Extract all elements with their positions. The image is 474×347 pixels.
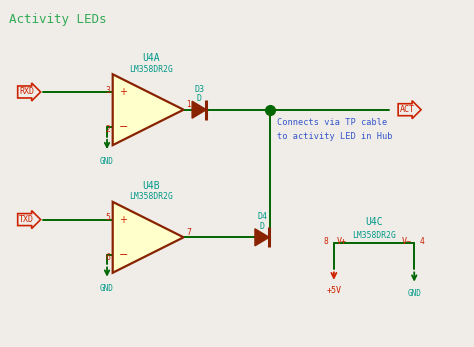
Text: GND: GND bbox=[100, 157, 114, 166]
Text: GND: GND bbox=[407, 289, 421, 298]
Text: 1: 1 bbox=[186, 101, 191, 109]
Text: RXD: RXD bbox=[19, 87, 34, 96]
Text: 5: 5 bbox=[106, 213, 110, 222]
Text: U4B: U4B bbox=[142, 181, 160, 191]
Polygon shape bbox=[113, 74, 183, 145]
Text: +: + bbox=[119, 87, 127, 97]
Text: V−: V− bbox=[401, 237, 411, 246]
Text: LM358DR2G: LM358DR2G bbox=[129, 193, 173, 202]
Text: −: − bbox=[118, 122, 128, 133]
Text: 4: 4 bbox=[420, 237, 425, 246]
Text: +: + bbox=[119, 214, 127, 225]
Text: LM358DR2G: LM358DR2G bbox=[352, 231, 396, 240]
Text: D: D bbox=[260, 222, 264, 231]
Polygon shape bbox=[255, 229, 269, 246]
Text: 8: 8 bbox=[323, 237, 328, 246]
Polygon shape bbox=[113, 202, 183, 273]
Text: V+: V+ bbox=[337, 237, 346, 246]
Text: U4C: U4C bbox=[365, 218, 383, 228]
Text: D: D bbox=[197, 94, 202, 103]
Text: 7: 7 bbox=[186, 228, 191, 237]
Text: 2: 2 bbox=[106, 125, 110, 134]
Text: D3: D3 bbox=[194, 85, 204, 94]
Text: ACT: ACT bbox=[400, 105, 415, 114]
Text: +5V: +5V bbox=[327, 286, 341, 295]
Text: GND: GND bbox=[100, 284, 114, 293]
Polygon shape bbox=[192, 101, 206, 118]
Text: −: − bbox=[118, 250, 128, 260]
Text: LM358DR2G: LM358DR2G bbox=[129, 65, 173, 74]
Text: Connects via TP cable
to activity LED in Hub: Connects via TP cable to activity LED in… bbox=[277, 118, 392, 141]
Text: 3: 3 bbox=[106, 86, 110, 95]
Text: 6: 6 bbox=[106, 253, 110, 262]
Text: D4: D4 bbox=[257, 212, 267, 221]
Text: Activity LEDs: Activity LEDs bbox=[9, 13, 107, 26]
Text: U4A: U4A bbox=[142, 53, 160, 63]
Text: TXD: TXD bbox=[19, 215, 34, 224]
